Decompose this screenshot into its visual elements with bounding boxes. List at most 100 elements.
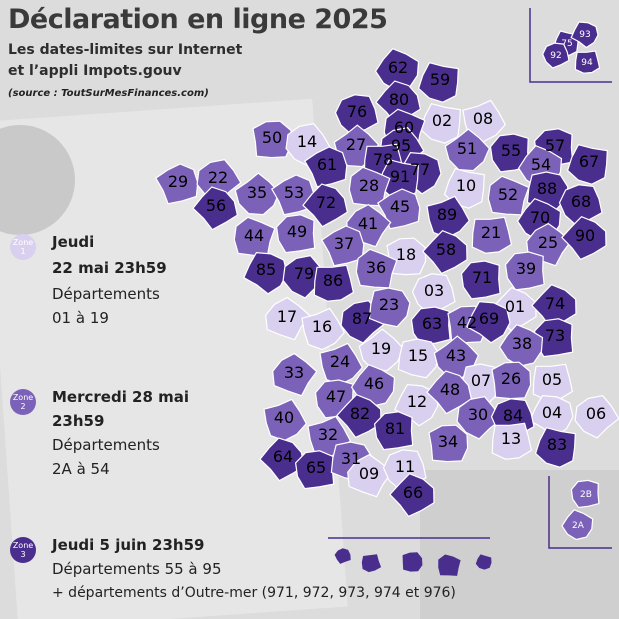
zone-1-badge: Zone 1 xyxy=(10,234,36,260)
departement-79-shape xyxy=(282,255,328,299)
departement-03-label: 03 xyxy=(424,281,444,300)
departement-66-label: 66 xyxy=(403,483,423,502)
departement-65-label: 65 xyxy=(306,458,326,477)
departement-30-label: 30 xyxy=(468,405,488,424)
departement-26-shape xyxy=(491,361,532,400)
departement-34-shape xyxy=(428,424,469,463)
departement-37-shape xyxy=(321,225,365,267)
departement-79 xyxy=(282,255,328,299)
departement-40-shape xyxy=(263,398,308,442)
departement-13 xyxy=(491,422,533,460)
departement-94-label: 94 xyxy=(581,58,593,68)
departement-86-shape xyxy=(313,264,355,302)
departement-83-label: 83 xyxy=(547,435,567,454)
departement-86 xyxy=(313,264,355,302)
departement-30 xyxy=(456,396,502,440)
departement-39-shape xyxy=(504,251,545,291)
departement-81 xyxy=(373,411,414,451)
departement-72 xyxy=(302,183,349,228)
departement-81-shape xyxy=(373,411,414,451)
departement-74-label: 74 xyxy=(545,294,565,313)
zone-3-depts-line-1: Départements 55 à 95 xyxy=(52,560,222,578)
zone-1-date-line-1: Jeudi xyxy=(52,233,95,251)
departement-16 xyxy=(301,307,346,351)
departement-70-label: 70 xyxy=(530,208,550,227)
departement-68 xyxy=(558,184,603,226)
departement-39 xyxy=(504,251,545,291)
departement-05-shape xyxy=(532,363,574,401)
zone-2-depts-line-1: Départements xyxy=(52,436,160,454)
departement-56 xyxy=(192,186,239,231)
zone-1-badge-word: Zone xyxy=(12,238,34,247)
zone-2-badge: Zone 2 xyxy=(10,389,36,415)
departement-49 xyxy=(275,214,316,254)
departement-23 xyxy=(368,287,411,328)
departement-21-label: 21 xyxy=(481,223,501,242)
departement-37-label: 37 xyxy=(334,234,354,253)
departement-71-label: 71 xyxy=(472,268,492,287)
departement-65 xyxy=(294,450,335,490)
departement-92-label: 92 xyxy=(550,51,561,61)
departement-88-label: 88 xyxy=(537,179,557,198)
departement-26 xyxy=(491,361,532,400)
departement-55-label: 55 xyxy=(501,141,521,160)
departement-84-label: 84 xyxy=(503,406,523,425)
departement-67-shape xyxy=(566,143,608,185)
martinique-icon xyxy=(361,554,382,573)
departement-69-label: 69 xyxy=(479,309,499,328)
departement-2B-label: 2B xyxy=(580,490,592,500)
departement-06 xyxy=(574,395,619,439)
zone-3-badge-num: 3 xyxy=(20,550,26,559)
departement-28 xyxy=(348,166,391,207)
zone-1-depts-line-2: 01 à 19 xyxy=(52,309,109,327)
departement-90 xyxy=(561,215,607,261)
departement-53-label: 53 xyxy=(284,183,304,202)
departement-41-label: 41 xyxy=(358,214,378,233)
departement-07-label: 07 xyxy=(471,371,491,390)
departement-16-label: 16 xyxy=(312,317,332,336)
departement-44-label: 44 xyxy=(244,226,264,245)
guyane-icon xyxy=(402,552,423,572)
departement-01-label: 01 xyxy=(505,297,525,316)
departement-78-label: 78 xyxy=(373,150,393,169)
departement-50-label: 50 xyxy=(262,128,282,147)
departement-08-label: 08 xyxy=(473,109,493,128)
departement-04-shape xyxy=(529,394,574,438)
departement-73-label: 73 xyxy=(545,326,565,345)
departement-47-label: 47 xyxy=(326,387,346,406)
departement-52 xyxy=(487,175,530,216)
departement-33 xyxy=(272,352,318,397)
departement-76-label: 76 xyxy=(347,102,367,121)
departement-09-shape xyxy=(347,453,393,498)
departement-13-shape xyxy=(491,422,533,460)
departement-77-label: 77 xyxy=(410,160,430,179)
departement-51 xyxy=(444,128,491,172)
departement-19-shape xyxy=(358,328,405,372)
departement-35-shape xyxy=(234,172,281,216)
departement-34 xyxy=(428,424,469,463)
departement-24-label: 24 xyxy=(330,352,350,371)
departement-59-shape xyxy=(417,61,459,103)
departement-36-shape xyxy=(355,248,398,289)
departement-30-shape xyxy=(456,396,502,440)
departement-59-label: 59 xyxy=(430,70,450,89)
zone-1-badge-num: 1 xyxy=(20,247,26,256)
departement-15 xyxy=(397,338,440,379)
departement-18-label: 18 xyxy=(396,245,416,264)
departement-2B-shape xyxy=(570,479,600,509)
departement-2A-label: 2A xyxy=(572,521,585,531)
departement-2B: 2B xyxy=(570,479,600,509)
departement-29-label: 29 xyxy=(168,172,188,191)
dom-inset xyxy=(328,537,492,576)
departement-91-label: 91 xyxy=(390,167,410,186)
departement-80 xyxy=(375,80,422,125)
departement-21-shape xyxy=(471,216,513,254)
zone-2-badge-num: 2 xyxy=(20,402,26,411)
departement-93: 93 xyxy=(570,21,599,49)
departement-87-label: 87 xyxy=(352,309,372,328)
departement-16-shape xyxy=(301,307,346,351)
departement-40 xyxy=(263,398,308,442)
departement-26-label: 26 xyxy=(501,369,521,388)
departement-04 xyxy=(529,394,574,438)
